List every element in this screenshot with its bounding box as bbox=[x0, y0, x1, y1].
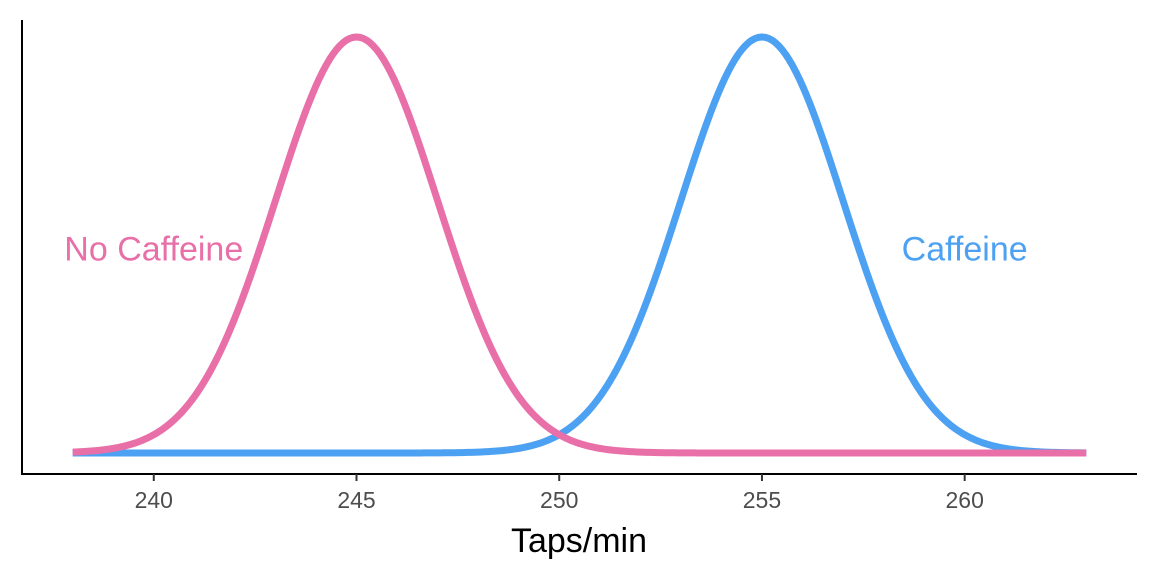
series-line-caffeine bbox=[72, 33, 1087, 457]
plot-area: No Caffeine Caffeine bbox=[64, 33, 1087, 457]
x-tick-label-240: 240 bbox=[135, 487, 173, 513]
x-axis-ticks: 240 245 250 255 260 bbox=[135, 474, 984, 513]
series-line-no-caffeine bbox=[72, 33, 1087, 457]
x-tick-label-255: 255 bbox=[743, 487, 781, 513]
x-tick-label-250: 250 bbox=[540, 487, 578, 513]
series-label-caffeine: Caffeine bbox=[902, 231, 1028, 269]
x-tick-label-260: 260 bbox=[945, 487, 983, 513]
series-label-no-caffeine: No Caffeine bbox=[64, 231, 243, 269]
x-axis-title: Taps/min bbox=[511, 522, 647, 560]
x-tick-label-245: 245 bbox=[337, 487, 375, 513]
